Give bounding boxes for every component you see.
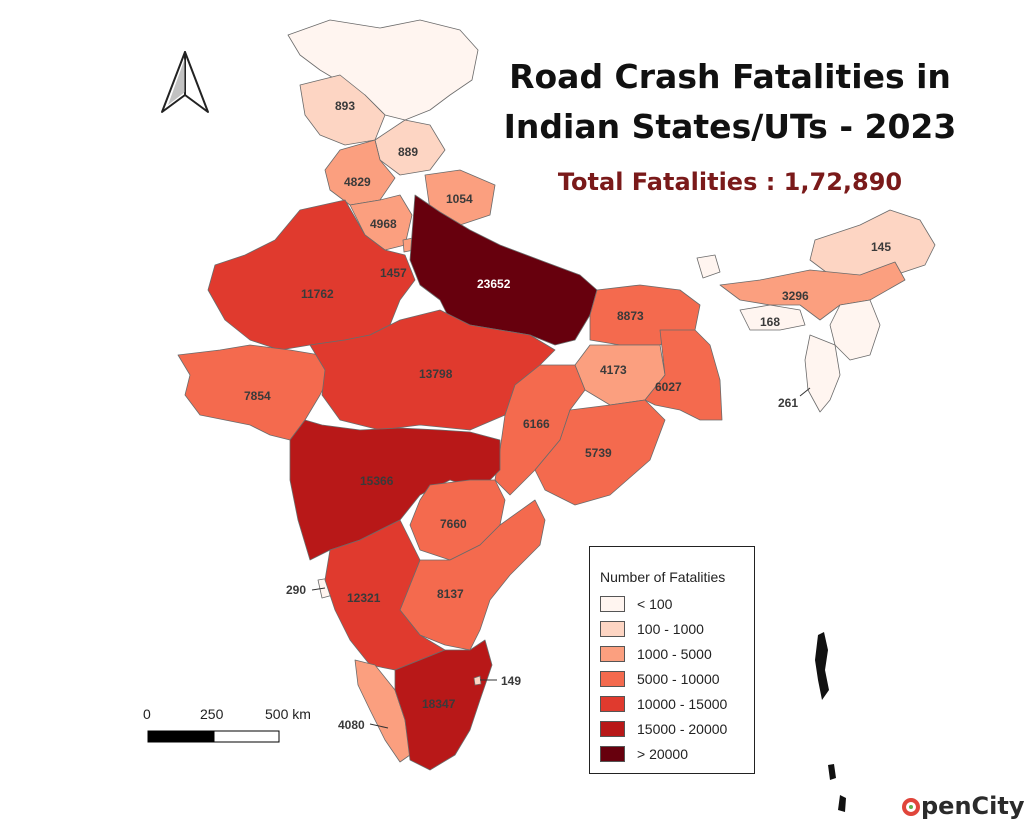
scale-label-0: 0 bbox=[143, 706, 151, 722]
label-149: 149 bbox=[501, 674, 521, 688]
label-8873: 8873 bbox=[617, 309, 644, 323]
label-1054: 1054 bbox=[446, 192, 473, 206]
region-nagaland-manipur bbox=[829, 299, 881, 361]
region-sikkim bbox=[696, 254, 721, 279]
leader-4080 bbox=[369, 723, 389, 729]
legend-label: < 100 bbox=[637, 596, 673, 612]
region-west-bengal bbox=[644, 329, 723, 421]
label-4173: 4173 bbox=[600, 363, 627, 377]
legend-label: > 20000 bbox=[637, 746, 688, 762]
label-6027: 6027 bbox=[655, 380, 682, 394]
label-7854: 7854 bbox=[244, 389, 271, 403]
legend-item: > 20000 bbox=[600, 744, 688, 764]
legend-label: 10000 - 15000 bbox=[637, 696, 728, 712]
label-12321: 12321 bbox=[347, 591, 381, 605]
region-arunachal bbox=[809, 209, 936, 281]
legend-item: < 100 bbox=[600, 594, 672, 614]
region-kerala bbox=[354, 659, 411, 763]
label-1457: 1457 bbox=[380, 266, 407, 280]
label-168: 168 bbox=[760, 315, 780, 329]
label-11762: 11762 bbox=[301, 287, 334, 301]
label-6166: 6166 bbox=[523, 417, 550, 431]
label-4080: 4080 bbox=[338, 718, 365, 732]
andaman-islands bbox=[815, 632, 829, 700]
scale-bar bbox=[147, 730, 280, 743]
legend-label: 5000 - 10000 bbox=[637, 671, 720, 687]
legend-swatch bbox=[600, 621, 625, 637]
legend-swatch bbox=[600, 746, 625, 762]
legend: Number of Fatalities < 100 100 - 1000 10… bbox=[589, 546, 755, 774]
logo-text: penCity bbox=[921, 792, 1024, 820]
legend-title: Number of Fatalities bbox=[600, 569, 726, 585]
map-title: Road Crash Fatalities in Indian States/U… bbox=[500, 52, 960, 152]
region-himachal bbox=[374, 119, 446, 176]
region-tamil-nadu bbox=[394, 639, 493, 771]
north-arrow-icon bbox=[161, 51, 209, 113]
legend-label: 100 - 1000 bbox=[637, 621, 704, 637]
leader-290 bbox=[311, 587, 326, 591]
legend-item: 5000 - 10000 bbox=[600, 669, 720, 689]
label-889: 889 bbox=[398, 145, 418, 159]
label-23652: 23652 bbox=[477, 277, 511, 291]
label-4968: 4968 bbox=[370, 217, 397, 231]
legend-swatch bbox=[600, 721, 625, 737]
label-7660: 7660 bbox=[440, 517, 467, 531]
label-290: 290 bbox=[286, 583, 306, 597]
label-8137: 8137 bbox=[437, 587, 464, 601]
region-meghalaya bbox=[739, 304, 806, 331]
legend-swatch bbox=[600, 596, 625, 612]
scale-label-500: 500 km bbox=[265, 706, 311, 722]
logo-o-icon bbox=[902, 798, 920, 816]
region-mizoram-tripura bbox=[804, 334, 841, 413]
label-18347: 18347 bbox=[422, 697, 456, 711]
region-chhattisgarh bbox=[494, 364, 586, 496]
legend-item: 15000 - 20000 bbox=[600, 719, 727, 739]
region-karnataka bbox=[324, 519, 446, 671]
legend-label: 15000 - 20000 bbox=[637, 721, 728, 737]
label-13798: 13798 bbox=[419, 367, 453, 381]
region-odisha bbox=[534, 399, 666, 506]
title-line-1: Road Crash Fatalities in bbox=[509, 57, 951, 96]
region-uttar-pradesh bbox=[409, 194, 598, 346]
legend-swatch bbox=[600, 671, 625, 687]
region-puducherry bbox=[473, 675, 482, 686]
label-145: 145 bbox=[871, 240, 891, 254]
legend-item: 10000 - 15000 bbox=[600, 694, 727, 714]
nicobar-islands bbox=[828, 764, 846, 812]
legend-swatch bbox=[600, 696, 625, 712]
legend-label: 1000 - 5000 bbox=[637, 646, 712, 662]
scale-label-250: 250 bbox=[200, 706, 224, 722]
label-5739: 5739 bbox=[585, 446, 612, 460]
label-3296: 3296 bbox=[782, 289, 809, 303]
label-4829: 4829 bbox=[344, 175, 371, 189]
label-893: 893 bbox=[335, 99, 355, 113]
label-261: 261 bbox=[778, 396, 798, 410]
legend-item: 1000 - 5000 bbox=[600, 644, 712, 664]
region-andhra-pradesh bbox=[399, 499, 546, 651]
leader-261 bbox=[799, 387, 811, 397]
total-fatalities: Total Fatalities : 1,72,890 bbox=[557, 168, 903, 196]
title-line-2: Indian States/UTs - 2023 bbox=[503, 107, 957, 146]
label-15366: 15366 bbox=[360, 474, 394, 488]
opencity-logo: penCity bbox=[902, 792, 1024, 820]
legend-item: 100 - 1000 bbox=[600, 619, 704, 639]
legend-swatch bbox=[600, 646, 625, 662]
